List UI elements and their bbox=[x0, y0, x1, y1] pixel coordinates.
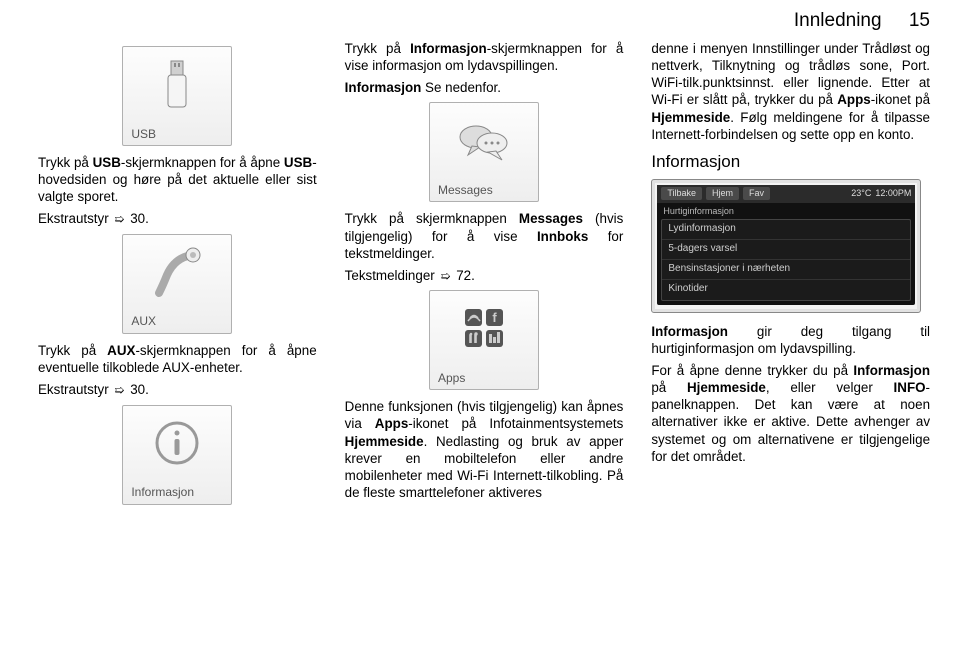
messages-card: Messages bbox=[429, 102, 539, 202]
aux-icon bbox=[123, 235, 231, 313]
aux-paragraph: Trykk på AUX-skjermknappen for å åpne ev… bbox=[38, 342, 317, 376]
device-time: 12:00PM bbox=[875, 188, 911, 200]
info-card: Informasjon bbox=[122, 405, 232, 505]
info-icon bbox=[123, 406, 231, 484]
apps-icon: f bbox=[430, 291, 538, 369]
wifi-paragraph: denne i menyen Innstillinger under Trådl… bbox=[651, 40, 930, 143]
messages-ref: Tekstmeldinger 72. bbox=[345, 267, 624, 284]
aux-label: AUX bbox=[123, 312, 231, 332]
device-screenshot: Tilbake Hjem Fav 23°C 12:00PM Hurtiginfo… bbox=[651, 179, 921, 313]
manual-page: Innledning 15 USB Trykk på USB-skjermkna… bbox=[0, 0, 960, 653]
page-title: Innledning bbox=[794, 10, 882, 31]
ref-arrow-icon bbox=[438, 268, 452, 283]
device-list: Lydinformasjon 5-dagers varsel Bensinsta… bbox=[661, 219, 911, 300]
device-temp: 23°C bbox=[851, 188, 871, 200]
device-list-row: Lydinformasjon bbox=[662, 220, 910, 240]
page-number: 15 bbox=[909, 10, 930, 31]
columns: USB Trykk på USB-skjermknappen for å åpn… bbox=[38, 40, 930, 513]
aux-ref: Ekstrautstyr 30. bbox=[38, 381, 317, 398]
device-tab: Hjem bbox=[706, 187, 739, 201]
page-header: Innledning 15 bbox=[38, 10, 930, 32]
usb-ref: Ekstrautstyr 30. bbox=[38, 210, 317, 227]
info-ref: Informasjon Se nedenfor. bbox=[345, 79, 624, 96]
info-heading: Informasjon bbox=[651, 151, 930, 173]
apps-paragraph: Denne funksjonen (hvis tilgjengelig) kan… bbox=[345, 398, 624, 501]
info-access-paragraph: Informasjon gir deg tilgang til hurtigin… bbox=[651, 323, 930, 357]
info-label: Informasjon bbox=[123, 483, 231, 503]
info-open-paragraph: For å åpne denne trykker du på Informasj… bbox=[651, 362, 930, 465]
device-tab: Tilbake bbox=[661, 187, 702, 201]
device-tab: Fav bbox=[743, 187, 770, 201]
device-section-title: Hurtiginformasjon bbox=[661, 206, 911, 220]
device-list-row: Bensinstasjoner i nærheten bbox=[662, 260, 910, 280]
usb-card: USB bbox=[122, 46, 232, 146]
usb-label: USB bbox=[123, 125, 231, 145]
messages-icon bbox=[430, 103, 538, 181]
messages-paragraph: Trykk på skjermknappen Messages (hvis ti… bbox=[345, 210, 624, 261]
svg-text:f: f bbox=[492, 310, 497, 325]
column-1: USB Trykk på USB-skjermknappen for å åpn… bbox=[38, 40, 317, 513]
info-paragraph: Trykk på Informasjon-skjermknappen for å… bbox=[345, 40, 624, 74]
device-list-row: Kinotider bbox=[662, 280, 910, 299]
ref-arrow-icon bbox=[112, 382, 126, 397]
usb-paragraph: Trykk på USB-skjermknappen for å åpne US… bbox=[38, 154, 317, 205]
ref-arrow-icon bbox=[112, 211, 126, 226]
usb-icon bbox=[123, 47, 231, 125]
column-2: Trykk på Informasjon-skjermknappen for å… bbox=[345, 40, 624, 513]
device-topbar: Tilbake Hjem Fav 23°C 12:00PM bbox=[657, 185, 915, 203]
device-list-row: 5-dagers varsel bbox=[662, 240, 910, 260]
messages-label: Messages bbox=[430, 181, 538, 201]
aux-card: AUX bbox=[122, 234, 232, 334]
column-3: denne i menyen Innstillinger under Trådl… bbox=[651, 40, 930, 513]
apps-label: Apps bbox=[430, 369, 538, 389]
apps-card: f Apps bbox=[429, 290, 539, 390]
